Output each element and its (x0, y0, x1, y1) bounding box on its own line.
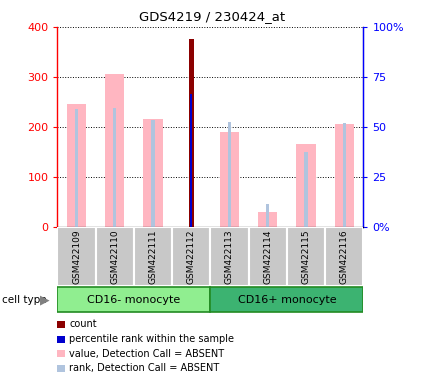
Bar (134, 227, 172, 286)
Bar (304, 152, 308, 227)
Bar (228, 122, 231, 227)
Bar (190, 94, 193, 227)
Bar (96, 227, 134, 286)
Bar (67, 104, 86, 227)
Bar (105, 74, 124, 227)
Text: count: count (69, 319, 97, 329)
Bar (343, 123, 346, 227)
Bar (113, 108, 116, 227)
Text: GDS4219 / 230424_at: GDS4219 / 230424_at (139, 10, 286, 23)
Text: GSM422113: GSM422113 (225, 230, 234, 284)
Bar (57, 227, 96, 286)
Text: cell type: cell type (2, 295, 47, 305)
Text: ▶: ▶ (40, 293, 49, 306)
Bar (258, 212, 277, 227)
Bar (210, 227, 249, 286)
Text: GSM422111: GSM422111 (148, 230, 158, 284)
Text: GSM422110: GSM422110 (110, 230, 119, 284)
Bar (296, 144, 315, 227)
Bar (143, 119, 162, 227)
Bar (325, 227, 363, 286)
Bar (249, 227, 287, 286)
Text: CD16- monocyte: CD16- monocyte (87, 295, 181, 305)
Text: GSM422112: GSM422112 (187, 230, 196, 284)
Text: GSM422116: GSM422116 (340, 230, 349, 284)
Text: percentile rank within the sample: percentile rank within the sample (69, 334, 234, 344)
Bar (189, 40, 193, 227)
Bar (220, 132, 239, 227)
Bar (172, 227, 210, 286)
Bar (335, 124, 354, 227)
Text: GSM422109: GSM422109 (72, 230, 81, 284)
Text: GSM422115: GSM422115 (301, 230, 311, 284)
Bar (75, 109, 78, 227)
Bar (57, 286, 210, 313)
Bar (151, 120, 155, 227)
Bar (287, 227, 325, 286)
Bar (210, 286, 363, 313)
Text: CD16+ monocyte: CD16+ monocyte (238, 295, 336, 305)
Text: GSM422114: GSM422114 (263, 230, 272, 284)
Bar (266, 204, 269, 227)
Text: rank, Detection Call = ABSENT: rank, Detection Call = ABSENT (69, 363, 220, 373)
Text: value, Detection Call = ABSENT: value, Detection Call = ABSENT (69, 349, 224, 359)
